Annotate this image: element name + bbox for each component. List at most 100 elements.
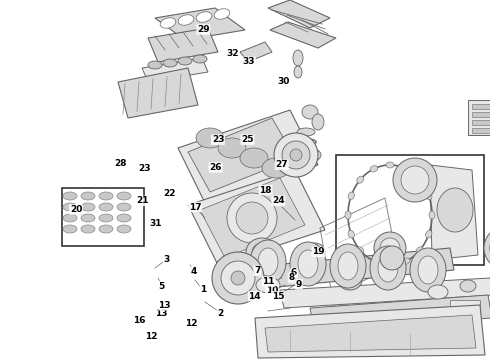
Text: 13: 13 (155, 309, 168, 318)
Ellipse shape (357, 247, 364, 254)
Ellipse shape (410, 248, 446, 292)
Text: 25: 25 (241, 135, 254, 144)
Polygon shape (118, 68, 198, 118)
Text: 2: 2 (218, 309, 223, 318)
Bar (472, 128, 490, 133)
Polygon shape (148, 28, 218, 62)
Ellipse shape (338, 252, 358, 280)
Polygon shape (240, 42, 272, 62)
Ellipse shape (302, 105, 318, 119)
Ellipse shape (178, 57, 192, 65)
Text: 20: 20 (70, 205, 82, 214)
Polygon shape (255, 305, 485, 358)
Ellipse shape (117, 225, 131, 233)
Ellipse shape (330, 244, 366, 288)
Text: 21: 21 (136, 197, 148, 206)
Bar (472, 104, 490, 109)
Polygon shape (242, 248, 454, 290)
Ellipse shape (160, 18, 176, 28)
Ellipse shape (148, 61, 162, 69)
Text: 16: 16 (133, 316, 146, 325)
Text: 4: 4 (190, 267, 197, 276)
Ellipse shape (178, 15, 194, 25)
Ellipse shape (117, 203, 131, 211)
Ellipse shape (428, 285, 448, 299)
Text: 1: 1 (200, 285, 206, 294)
Ellipse shape (81, 225, 95, 233)
Bar (336, 155, 484, 265)
Ellipse shape (338, 270, 362, 290)
Polygon shape (265, 315, 476, 352)
Bar (450, 300, 480, 320)
Ellipse shape (117, 192, 131, 200)
Polygon shape (310, 295, 490, 330)
Text: 6: 6 (291, 269, 297, 277)
Ellipse shape (262, 158, 290, 178)
Ellipse shape (380, 238, 400, 258)
Text: 17: 17 (189, 202, 201, 211)
Text: 23: 23 (212, 135, 224, 144)
Text: 30: 30 (277, 77, 290, 86)
Ellipse shape (437, 188, 473, 232)
Ellipse shape (63, 203, 77, 211)
Ellipse shape (99, 203, 113, 211)
Ellipse shape (460, 280, 476, 292)
Ellipse shape (63, 225, 77, 233)
Text: 12: 12 (185, 319, 197, 328)
Ellipse shape (348, 230, 354, 238)
Text: 31: 31 (149, 220, 162, 229)
Text: 22: 22 (163, 189, 175, 198)
Ellipse shape (393, 158, 437, 202)
Bar (382, 300, 398, 310)
Text: 8: 8 (289, 274, 294, 282)
Ellipse shape (297, 128, 315, 136)
Bar (472, 112, 490, 117)
Bar (357, 300, 373, 310)
Ellipse shape (286, 151, 294, 159)
Polygon shape (200, 178, 305, 258)
Ellipse shape (416, 176, 423, 183)
Ellipse shape (240, 148, 268, 168)
Ellipse shape (99, 225, 113, 233)
Text: 14: 14 (248, 292, 261, 301)
Ellipse shape (357, 176, 364, 183)
Ellipse shape (293, 50, 303, 66)
Ellipse shape (348, 192, 354, 200)
Ellipse shape (426, 192, 432, 200)
Ellipse shape (252, 243, 272, 261)
Ellipse shape (282, 141, 310, 169)
Text: 11: 11 (262, 277, 275, 286)
Ellipse shape (345, 211, 351, 219)
Ellipse shape (231, 271, 245, 285)
Ellipse shape (290, 149, 302, 161)
Polygon shape (268, 0, 330, 28)
Ellipse shape (305, 243, 325, 261)
Ellipse shape (81, 203, 95, 211)
Bar (252, 252, 272, 268)
Text: 12: 12 (145, 332, 157, 341)
Ellipse shape (416, 247, 423, 254)
Bar (332, 300, 348, 310)
Text: 9: 9 (295, 280, 302, 289)
Ellipse shape (380, 246, 404, 270)
Ellipse shape (418, 256, 438, 284)
Ellipse shape (402, 258, 410, 264)
Text: 18: 18 (259, 186, 272, 195)
Ellipse shape (196, 128, 224, 148)
Text: 29: 29 (197, 25, 210, 34)
Bar (62, 188, 144, 246)
Polygon shape (188, 118, 295, 192)
Ellipse shape (99, 214, 113, 222)
Text: 3: 3 (164, 255, 170, 264)
Ellipse shape (221, 261, 255, 295)
Text: 15: 15 (271, 292, 284, 301)
Ellipse shape (386, 262, 394, 268)
Ellipse shape (196, 12, 212, 22)
Ellipse shape (214, 9, 230, 19)
Ellipse shape (81, 214, 95, 222)
Ellipse shape (370, 246, 406, 290)
Ellipse shape (402, 166, 410, 172)
Ellipse shape (163, 59, 177, 67)
Bar (472, 120, 490, 125)
Polygon shape (270, 22, 336, 48)
